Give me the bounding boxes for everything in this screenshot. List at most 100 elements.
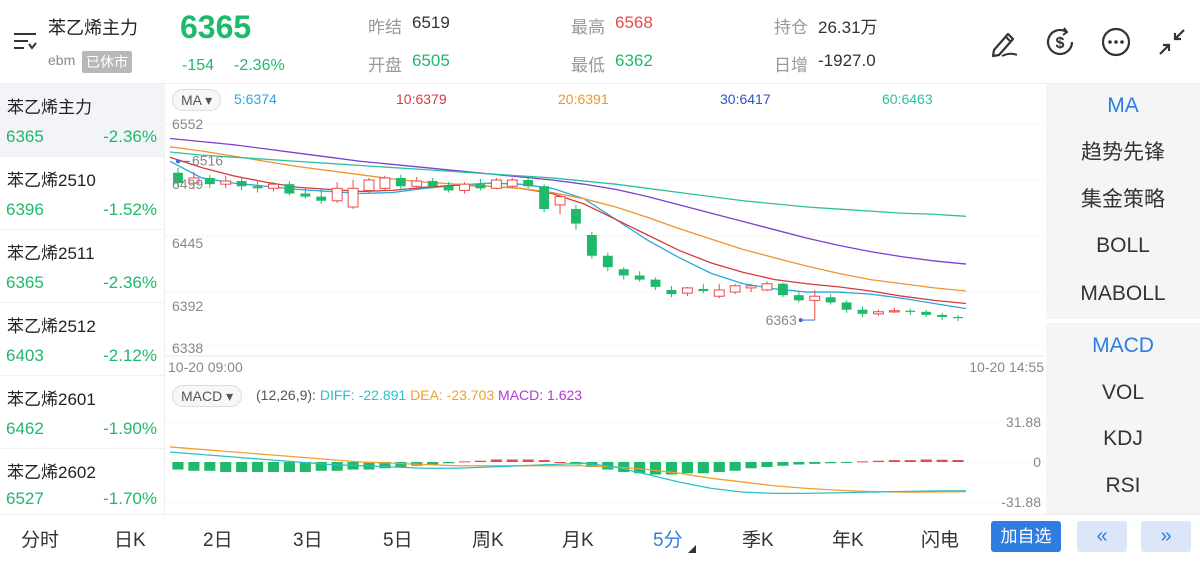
candle-body	[523, 180, 534, 187]
candle-body	[857, 309, 868, 314]
candle-body	[411, 180, 423, 187]
candle-body	[650, 279, 661, 287]
tab-5min[interactable]: 5分	[653, 530, 683, 551]
macd-axis-top: 31.88	[1006, 414, 1041, 430]
kline-chart[interactable]: 6552 6499 6445 6392 6338 10-20 09:00 10-20 14:…	[166, 84, 1044, 514]
macd-histogram-bar	[649, 462, 662, 475]
candle-body	[300, 193, 311, 197]
macd-params: (12,26,9):	[256, 387, 316, 403]
macd-dea-value: DEA: -23.703	[410, 387, 495, 403]
more-icon[interactable]	[1098, 24, 1134, 60]
sub-indicator-selector[interactable]: MACD ▾	[172, 385, 243, 407]
tab-2day[interactable]: 2日	[203, 530, 233, 551]
candle-body	[539, 186, 550, 210]
main-indicator-selector[interactable]: MA ▾	[172, 89, 222, 111]
open-label: 开盘	[368, 56, 402, 75]
indicator-gold-strategy[interactable]: 集金策略	[1081, 188, 1165, 211]
tab-yearly[interactable]: 年K	[832, 530, 864, 551]
indicator-trend-pioneer[interactable]: 趋势先锋	[1081, 141, 1165, 164]
tab-5day[interactable]: 5日	[383, 530, 413, 551]
period-tabs: 分时 日K 2日 3日 5日 周K 月K 5分 季K 年K 闪电 加自选 « »	[0, 514, 1200, 571]
watchlist-item[interactable]: 苯乙烯2511 6365 -2.36%	[0, 230, 165, 303]
watchlist-item-name: 苯乙烯2512	[7, 317, 96, 336]
candle-body	[841, 302, 852, 310]
indicator-ma[interactable]: MA	[1107, 94, 1139, 117]
candle-body	[268, 183, 279, 189]
watchlist-item[interactable]: 苯乙烯2512 6403 -2.12%	[0, 303, 165, 376]
draw-pen-icon[interactable]	[986, 24, 1022, 60]
indicator-vol[interactable]: VOL	[1101, 381, 1145, 404]
candle-body	[698, 288, 709, 292]
oi-increase-label: 日增	[774, 56, 808, 75]
macd-histogram-bar	[841, 462, 853, 463]
indicator-kdj[interactable]: KDJ	[1103, 427, 1143, 450]
high-marker-label: 6516	[192, 152, 223, 168]
watchlist-item-pct: -2.12%	[103, 346, 157, 365]
collapse-icon[interactable]	[1154, 24, 1190, 60]
macd-histogram-bar	[554, 462, 566, 463]
tab-weekly[interactable]: 周K	[472, 530, 504, 551]
candle-body	[602, 255, 613, 268]
tab-daily[interactable]: 日K	[114, 530, 146, 551]
watchlist-item-name: 苯乙烯2602	[7, 463, 96, 482]
watchlist-item[interactable]: 苯乙烯2510 6396 -1.52%	[0, 157, 165, 230]
ma60-line	[169, 151, 967, 217]
tab-flash[interactable]: 闪电	[921, 530, 960, 551]
indicator-maboll[interactable]: MABOLL	[1080, 282, 1166, 305]
candle-body	[220, 180, 232, 185]
macd-histogram-bar	[809, 462, 821, 464]
prev-arrow-icon[interactable]: «	[1077, 521, 1127, 552]
candle-body	[316, 196, 327, 201]
macd-histogram-bar	[936, 459, 948, 462]
ma20-line	[169, 146, 967, 292]
candle-body	[745, 285, 757, 289]
indicator-boll[interactable]: BOLL	[1096, 234, 1150, 257]
menu-sort-icon[interactable]	[10, 28, 42, 56]
macd-histogram-bar	[872, 460, 885, 462]
macd-histogram-bar	[777, 462, 789, 466]
watchlist-item-pct: -1.52%	[103, 200, 157, 219]
macd-legend: (12,26,9): DIFF: -22.891 DEA: -23.703 MA…	[256, 387, 582, 403]
watchlist-item-name: 苯乙烯2511	[7, 244, 95, 263]
macd-histogram-bar	[761, 462, 773, 468]
watchlist-item-price: 6365	[6, 127, 44, 146]
candle-body	[666, 289, 677, 295]
open-value: 6505	[412, 51, 450, 70]
next-arrow-icon[interactable]: »	[1141, 521, 1191, 552]
price-axis-label: 6552	[172, 116, 203, 132]
svg-text:$: $	[1056, 35, 1065, 52]
open-interest-value: 26.31万	[818, 18, 878, 37]
macd-histogram-bar	[920, 459, 932, 462]
macd-histogram-bar	[490, 459, 502, 462]
macd-histogram-bar	[713, 462, 725, 473]
tab-3day[interactable]: 3日	[293, 530, 323, 551]
watchlist-item[interactable]: 苯乙烯2602 6527 -1.70%	[0, 449, 165, 514]
tab-quarterly[interactable]: 季K	[742, 530, 774, 551]
candle-body	[937, 314, 948, 317]
candle-body	[331, 187, 343, 202]
candle-body	[475, 184, 486, 189]
watchlist-item-price: 6365	[6, 273, 44, 292]
add-to-watchlist-button[interactable]: 加自选	[991, 521, 1061, 552]
tab-intraday[interactable]: 分时	[21, 530, 60, 551]
watchlist-item[interactable]: 苯乙烯2601 6462 -1.90%	[0, 376, 165, 449]
watchlist-item-price: 6462	[6, 419, 44, 438]
watchlist-item[interactable]: 苯乙烯主力 6365 -2.36%	[0, 84, 165, 157]
dollar-refresh-icon[interactable]: $	[1042, 24, 1078, 60]
high-label: 最高	[571, 18, 605, 37]
price-change-pct: -2.36%	[234, 57, 285, 74]
indicator-macd[interactable]: MACD	[1092, 334, 1154, 357]
candle-body	[761, 283, 773, 291]
indicator-rsi[interactable]: RSI	[1105, 474, 1141, 497]
tab-monthly[interactable]: 月K	[562, 530, 594, 551]
watchlist-item-pct: -1.70%	[103, 489, 157, 508]
macd-histogram-bar	[634, 462, 646, 474]
time-axis-end: 10-20 14:55	[969, 359, 1044, 375]
watchlist-item-price: 6527	[6, 489, 44, 508]
instrument-name: 苯乙烯主力	[48, 18, 138, 38]
low-label: 最低	[571, 56, 605, 75]
ma10-legend: 10:6379	[396, 91, 447, 107]
macd-histogram-bar	[299, 462, 311, 473]
candle-body	[188, 177, 200, 184]
macd-histogram-bar	[681, 462, 693, 474]
